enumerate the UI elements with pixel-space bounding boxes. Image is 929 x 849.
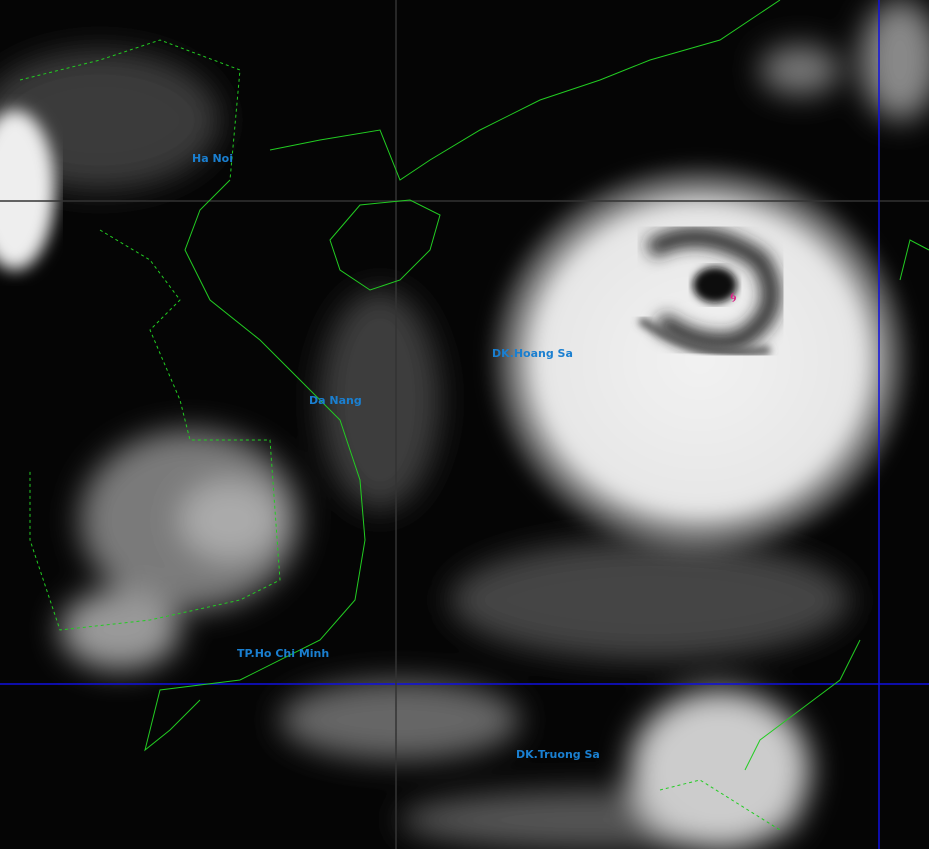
label-da-nang: Da Nang [309,394,362,407]
label-truong-sa: DK.Truong Sa [516,748,600,761]
typhoon-cloud [485,160,915,560]
coastlines [144,0,929,771]
label-hoang-sa: DK.Hoang Sa [492,347,573,360]
label-ha-noi: Ha Noi [192,152,233,165]
typhoon-icon: 🌀︎ [730,290,737,306]
label-ho-chi-minh: TP.Ho Chi Minh [237,647,330,660]
borders [19,39,781,831]
